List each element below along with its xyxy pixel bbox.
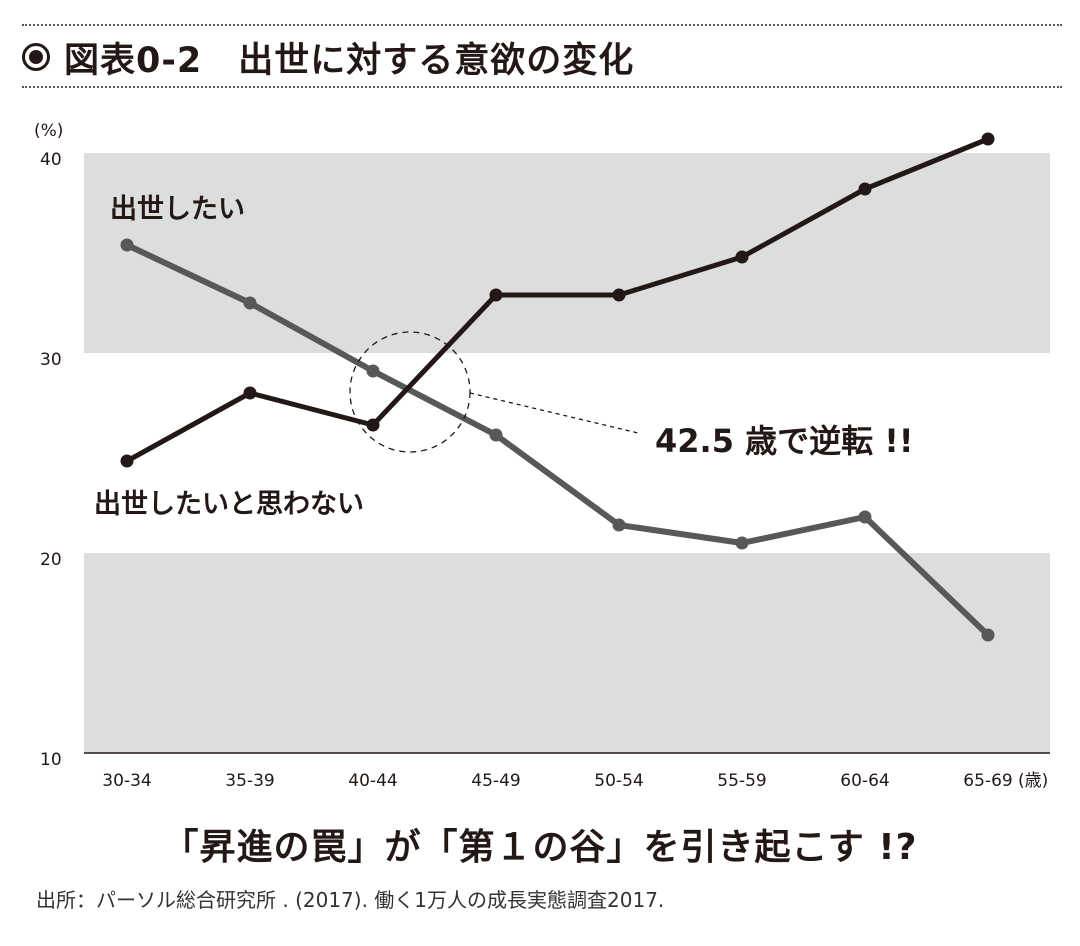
series-label-not-want: 出世したいと思わない: [94, 489, 364, 520]
x-tick-label: 55-59: [717, 771, 766, 791]
y-tick-label: 10: [40, 750, 62, 770]
y-tick-labels: 10 20 30 40: [40, 150, 62, 770]
data-point: [366, 418, 380, 432]
crossover-annotation: 42.5 歳で逆転 !!: [655, 422, 913, 460]
data-point: [981, 132, 995, 146]
data-point: [612, 288, 626, 302]
data-point: [735, 536, 749, 550]
data-point: [243, 296, 257, 310]
y-unit-label: (%): [34, 121, 63, 141]
x-unit-label: (歳): [1018, 771, 1048, 791]
data-point: [858, 510, 872, 524]
crossover-circle: [349, 331, 471, 453]
shaded-band: [84, 553, 1050, 753]
data-point: [120, 454, 134, 468]
series-line-want: [124, 242, 991, 638]
x-tick-label: 65-69: [963, 771, 1012, 791]
x-tick-label: 50-54: [594, 771, 643, 791]
data-point: [243, 386, 257, 400]
series-not-want: [120, 132, 995, 468]
data-point: [120, 238, 134, 252]
x-tick-labels: 30-34 35-39 40-44 45-49 50-54 55-59 60-64 65-69: [102, 771, 1012, 791]
source-note: 出所：パーソル総合研究所 . (2017). 働く1万人の成長実態調査2017.: [36, 888, 665, 912]
x-tick-label: 45-49: [471, 771, 520, 791]
data-point: [366, 364, 380, 378]
x-tick-label: 60-64: [840, 771, 889, 791]
y-tick-label: 30: [40, 350, 62, 370]
series-layer: [120, 132, 995, 642]
annotation-leader-line: [469, 392, 639, 434]
data-point: [858, 182, 872, 196]
y-tick-label: 20: [40, 550, 62, 570]
x-tick-label: 30-34: [102, 771, 151, 791]
series-want: [120, 238, 995, 642]
y-tick-label: 40: [40, 150, 62, 170]
data-point: [981, 628, 995, 642]
data-point: [612, 518, 626, 532]
data-point: [735, 250, 749, 264]
data-point: [489, 288, 503, 302]
x-tick-label: 40-44: [348, 771, 397, 791]
figure-number: 図表0-2: [64, 40, 203, 81]
x-tick-label: 35-39: [225, 771, 274, 791]
shaded-bands: [84, 153, 1050, 753]
figure-title-row: 図表0-2 出世に対する意欲の変化: [22, 32, 634, 82]
figure-title: 出世に対する意欲の変化: [238, 40, 635, 81]
series-line-not-want: [124, 136, 991, 464]
bullet-circle-icon: [22, 43, 50, 71]
shaded-band: [84, 153, 1050, 353]
top-divider: [22, 24, 1062, 26]
chart-caption: 「昇進の罠」が「第１の谷」を引き起こす !?: [162, 827, 918, 868]
series-label-want: 出世したい: [110, 194, 245, 225]
data-point: [489, 428, 503, 442]
title-divider: [22, 86, 1062, 88]
